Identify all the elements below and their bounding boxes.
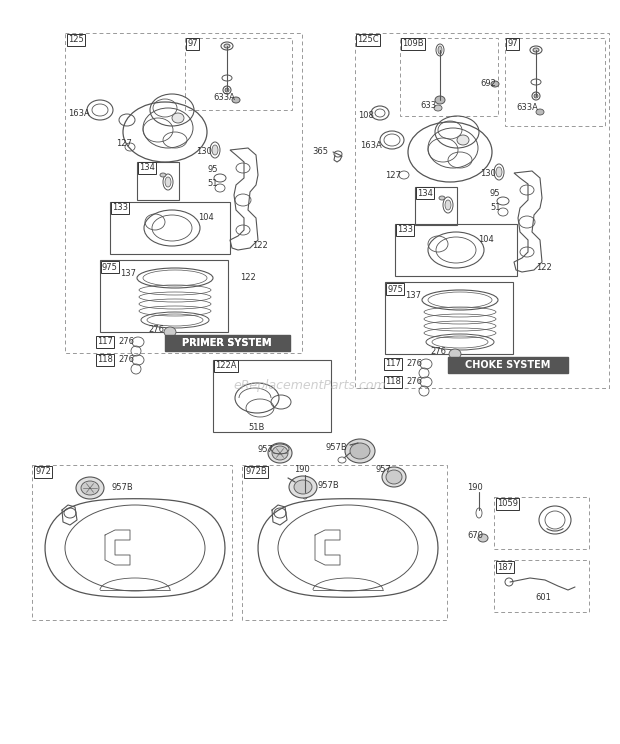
Text: 957: 957 bbox=[375, 466, 391, 475]
Text: 972B: 972B bbox=[245, 467, 267, 476]
Text: 125C: 125C bbox=[357, 36, 379, 45]
Text: 95: 95 bbox=[490, 188, 500, 197]
FancyBboxPatch shape bbox=[448, 357, 568, 373]
Text: 133: 133 bbox=[397, 225, 413, 234]
Text: 122: 122 bbox=[536, 263, 552, 272]
Ellipse shape bbox=[268, 443, 292, 463]
Ellipse shape bbox=[382, 467, 406, 487]
Text: 118: 118 bbox=[385, 377, 401, 386]
Text: 130: 130 bbox=[480, 168, 496, 178]
Text: 276: 276 bbox=[406, 359, 422, 368]
Text: 134: 134 bbox=[417, 188, 433, 197]
Text: 670: 670 bbox=[467, 531, 483, 540]
Text: 190: 190 bbox=[294, 466, 310, 475]
Ellipse shape bbox=[172, 113, 184, 123]
Text: 122: 122 bbox=[240, 274, 255, 283]
Ellipse shape bbox=[160, 173, 166, 177]
Text: 108: 108 bbox=[358, 111, 374, 120]
Ellipse shape bbox=[435, 96, 445, 104]
Text: 117: 117 bbox=[97, 338, 113, 347]
Text: 957B: 957B bbox=[318, 481, 340, 490]
Ellipse shape bbox=[533, 48, 539, 52]
Ellipse shape bbox=[164, 327, 176, 337]
Ellipse shape bbox=[232, 97, 240, 103]
Text: 137: 137 bbox=[405, 292, 421, 301]
Ellipse shape bbox=[224, 44, 230, 48]
Text: 633: 633 bbox=[420, 101, 436, 111]
Text: 276: 276 bbox=[148, 326, 164, 335]
Text: 601: 601 bbox=[535, 592, 551, 601]
Text: 957: 957 bbox=[258, 446, 274, 455]
Ellipse shape bbox=[81, 481, 99, 495]
Text: 365: 365 bbox=[312, 147, 328, 156]
Text: CHOKE SYSTEM: CHOKE SYSTEM bbox=[466, 360, 551, 370]
Text: 276: 276 bbox=[406, 377, 422, 386]
Text: 104: 104 bbox=[478, 236, 494, 245]
Text: 95: 95 bbox=[207, 165, 218, 175]
Text: 97: 97 bbox=[507, 39, 518, 48]
Text: 125: 125 bbox=[68, 36, 84, 45]
Ellipse shape bbox=[439, 196, 445, 200]
Text: 122A: 122A bbox=[215, 362, 236, 371]
Text: PRIMER SYSTEM: PRIMER SYSTEM bbox=[182, 338, 272, 348]
Ellipse shape bbox=[294, 480, 312, 494]
Ellipse shape bbox=[445, 200, 451, 210]
Text: 276: 276 bbox=[118, 356, 134, 365]
Ellipse shape bbox=[289, 476, 317, 498]
Text: 51: 51 bbox=[207, 179, 218, 188]
FancyBboxPatch shape bbox=[165, 335, 290, 351]
Ellipse shape bbox=[350, 443, 370, 459]
Text: 97: 97 bbox=[187, 39, 198, 48]
Ellipse shape bbox=[534, 94, 538, 98]
Text: 127: 127 bbox=[116, 138, 132, 147]
Text: 137: 137 bbox=[120, 269, 136, 278]
Text: 975: 975 bbox=[387, 284, 403, 293]
Text: 51: 51 bbox=[490, 204, 500, 213]
Text: 276: 276 bbox=[430, 347, 446, 356]
Text: 130: 130 bbox=[196, 147, 212, 156]
Text: 957B: 957B bbox=[112, 484, 134, 493]
Text: PRIMER SYSTEM: PRIMER SYSTEM bbox=[182, 338, 272, 348]
Text: 118: 118 bbox=[97, 356, 113, 365]
Text: 133: 133 bbox=[112, 204, 128, 213]
Ellipse shape bbox=[438, 46, 442, 54]
Ellipse shape bbox=[165, 177, 171, 187]
Ellipse shape bbox=[536, 109, 544, 115]
Ellipse shape bbox=[386, 470, 402, 484]
Ellipse shape bbox=[478, 534, 488, 542]
Ellipse shape bbox=[457, 135, 469, 145]
Ellipse shape bbox=[434, 105, 442, 111]
Text: 122: 122 bbox=[252, 240, 268, 249]
Ellipse shape bbox=[496, 167, 502, 177]
Ellipse shape bbox=[272, 446, 288, 460]
Text: 117: 117 bbox=[385, 359, 401, 368]
Text: 692: 692 bbox=[480, 79, 496, 88]
Ellipse shape bbox=[491, 81, 499, 87]
Ellipse shape bbox=[76, 477, 104, 499]
Text: eReplacementParts.com: eReplacementParts.com bbox=[234, 379, 386, 391]
Text: 109B: 109B bbox=[402, 39, 423, 48]
Text: 276: 276 bbox=[118, 338, 134, 347]
Ellipse shape bbox=[449, 349, 461, 359]
Text: 51B: 51B bbox=[248, 423, 264, 432]
Text: 1059: 1059 bbox=[497, 499, 518, 508]
Text: 163A: 163A bbox=[360, 141, 382, 150]
Ellipse shape bbox=[345, 439, 375, 463]
Text: 104: 104 bbox=[198, 214, 214, 222]
Text: 975: 975 bbox=[102, 263, 118, 272]
Text: 190: 190 bbox=[467, 483, 483, 492]
Text: 187: 187 bbox=[497, 562, 513, 571]
Ellipse shape bbox=[225, 88, 229, 92]
Text: 633A: 633A bbox=[516, 103, 538, 112]
Text: 972: 972 bbox=[35, 467, 51, 476]
Text: 957B: 957B bbox=[325, 443, 347, 452]
Text: 163A: 163A bbox=[68, 109, 90, 118]
Ellipse shape bbox=[212, 145, 218, 155]
Text: 633A: 633A bbox=[213, 92, 235, 101]
Text: 134: 134 bbox=[139, 164, 155, 173]
Text: 127: 127 bbox=[385, 170, 401, 179]
